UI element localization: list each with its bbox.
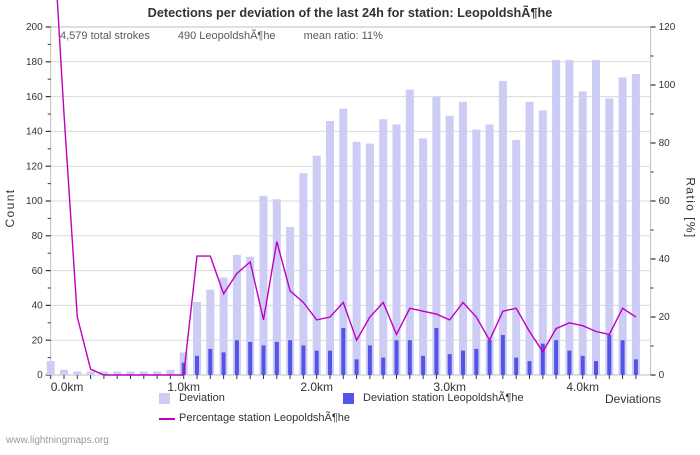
svg-text:80: 80	[659, 138, 671, 149]
svg-text:0: 0	[37, 370, 43, 381]
svg-text:160: 160	[26, 92, 43, 103]
svg-text:180: 180	[26, 57, 43, 68]
svg-text:100: 100	[659, 80, 676, 91]
svg-text:100: 100	[26, 196, 43, 207]
svg-text:60: 60	[32, 266, 44, 277]
svg-text:40: 40	[659, 254, 671, 265]
svg-text:0.0km: 0.0km	[51, 380, 84, 394]
svg-text:2.0km: 2.0km	[300, 380, 333, 394]
svg-text:60: 60	[659, 196, 671, 207]
svg-text:200: 200	[26, 22, 43, 33]
svg-text:40: 40	[32, 301, 44, 312]
svg-text:20: 20	[659, 312, 671, 323]
svg-text:4.0km: 4.0km	[566, 380, 599, 394]
svg-text:120: 120	[26, 161, 43, 172]
svg-text:20: 20	[32, 335, 44, 346]
svg-text:0: 0	[659, 370, 665, 381]
svg-text:140: 140	[26, 127, 43, 138]
svg-text:120: 120	[659, 22, 676, 33]
svg-text:80: 80	[32, 231, 44, 242]
